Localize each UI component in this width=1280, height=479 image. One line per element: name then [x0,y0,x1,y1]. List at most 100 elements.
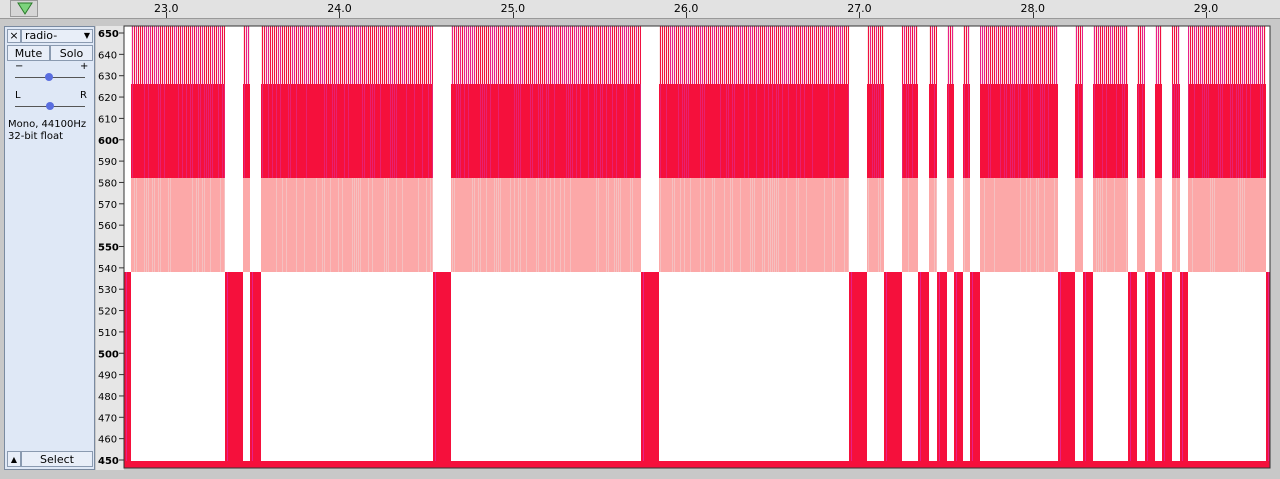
streak [286,26,287,84]
streak [870,26,871,84]
streak [164,84,165,178]
gap-signal [937,272,947,468]
streak [182,26,183,84]
streak [792,26,793,84]
streak [604,26,605,84]
streak [1000,84,1001,178]
streak [276,26,277,84]
streak [426,178,427,272]
streak [822,26,823,84]
streak [146,26,147,84]
streak [768,178,769,272]
collapse-button[interactable]: ▲ [7,451,21,467]
streak [220,26,221,84]
streak [336,84,337,178]
gap-signal-stripe [939,272,940,468]
streak [668,26,669,84]
gap [1058,26,1075,272]
gap [1083,26,1093,272]
streak [1250,26,1251,84]
streak [460,84,461,178]
streak [546,178,547,272]
streak [304,178,305,272]
streak [770,26,771,84]
streak [570,26,571,84]
gap-signal [970,272,980,468]
streak [730,178,731,272]
streak [906,26,907,84]
streak [1230,26,1231,84]
streak [546,26,547,84]
streak [166,26,167,84]
streak [794,26,795,84]
mute-button[interactable]: Mute [7,45,50,61]
axis-label: 630 [98,72,117,83]
streak [338,178,339,272]
solo-button[interactable]: Solo [50,45,93,61]
streak [704,178,705,272]
streak [476,26,477,84]
streak [296,178,297,272]
streak [588,84,589,178]
streak [1250,84,1251,178]
streak [334,26,335,84]
close-button[interactable]: × [7,29,21,43]
streak [666,26,667,84]
streak [318,26,319,84]
streak [1094,84,1095,178]
streak [834,84,835,178]
streak [494,26,495,84]
streak [1172,26,1173,84]
streak [806,178,807,272]
streak [176,26,177,84]
play-head-button[interactable] [10,0,38,17]
format-info: Mono, 44100Hz [8,119,87,130]
streak [1190,26,1191,84]
streak [194,26,195,84]
streak [1200,26,1201,84]
axis-label: 510 [98,328,117,339]
streak [548,84,549,178]
gain-slider[interactable] [15,73,85,81]
streak [624,26,625,84]
gap-signal-stripe [252,272,253,468]
streak [986,26,987,84]
select-button[interactable]: Select [21,451,93,467]
streak [274,26,275,84]
ruler-label: 27.0 [847,2,872,15]
streak [694,26,695,84]
streak [912,84,913,178]
streak [680,178,681,272]
axis-label: 640 [98,50,117,61]
streak [744,26,745,84]
streak [832,26,833,84]
streak [1030,26,1031,84]
pan-slider[interactable] [15,102,85,110]
streak [272,84,273,178]
streak [224,26,225,84]
streak [198,178,199,272]
streak [224,84,225,178]
track-name: radio-transm [25,29,64,42]
streak [756,26,757,84]
track-menu[interactable]: radio-transm▼ [21,29,93,43]
streak [632,178,633,272]
gap-signal [124,272,131,468]
streak [494,178,495,272]
streak [616,84,617,178]
streak [530,84,531,178]
streak [606,26,607,84]
streak [602,26,603,84]
streak [1194,26,1195,84]
streak [362,26,363,84]
streak [388,178,389,272]
ruler-tick [339,12,341,18]
streak [208,26,209,84]
axis-label: 520 [98,307,117,318]
streak [912,26,913,84]
streak [134,26,135,84]
streak [968,26,969,84]
streak [386,26,387,84]
streak [276,178,277,272]
